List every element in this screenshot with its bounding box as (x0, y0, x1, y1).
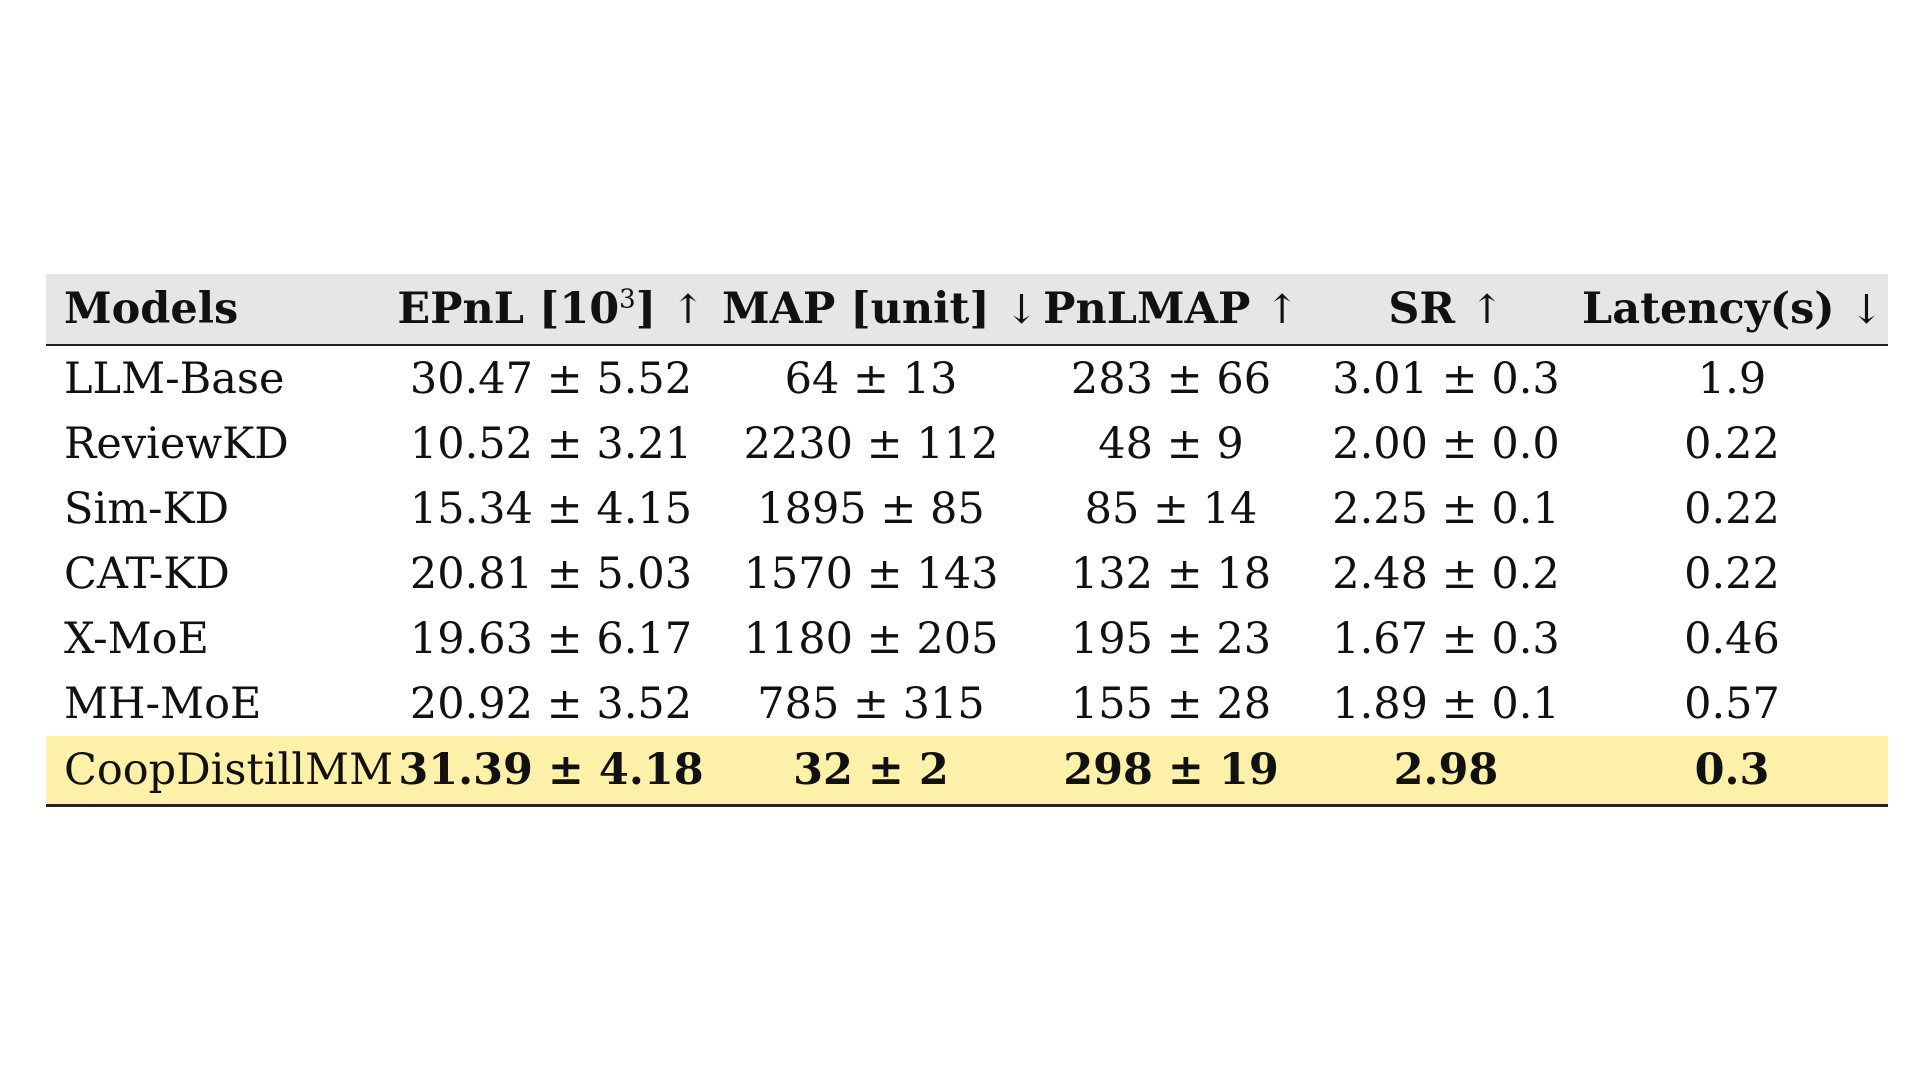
cell-epnl: 19.63 ± 6.17 (409, 613, 693, 664)
cell-pnlmap: 155 ± 28 (1070, 678, 1272, 729)
header-epnl: EPnL [103] ↑ (386, 274, 716, 346)
table-row: MH-MoE 20.92 ± 3.52 785 ± 315 155 ± 28 1… (46, 671, 1888, 736)
table-row: X-MoE 19.63 ± 6.17 1180 ± 205 195 ± 23 1… (46, 606, 1888, 671)
cell-sr: 2.48 ± 0.2 (1332, 548, 1560, 599)
model-name: ReviewKD (64, 418, 289, 469)
table-header-row: Models EPnL [103] ↑ MAP [unit] ↓ PnLMAP … (46, 274, 1888, 346)
cell-epnl: 20.92 ± 3.52 (409, 678, 693, 729)
model-name: MH-MoE (64, 678, 262, 729)
table-row: Sim-KD 15.34 ± 4.15 1895 ± 85 85 ± 14 2.… (46, 476, 1888, 541)
cell-epnl: 10.52 ± 3.21 (409, 418, 693, 469)
cell-sr: 2.98 (1316, 736, 1576, 807)
down-arrow-icon: ↓ (1849, 287, 1884, 333)
cell-map: 64 ± 13 (784, 353, 958, 404)
table-row-highlighted: CoopDistillMM 31.39 ± 4.18 32 ± 2 298 ± … (46, 736, 1888, 807)
cell-map: 1570 ± 143 (743, 548, 999, 599)
cell-sr: 2.00 ± 0.0 (1332, 418, 1560, 469)
up-arrow-icon: ↑ (1265, 287, 1299, 333)
model-name: LLM-Base (64, 353, 285, 404)
results-table: Models EPnL [103] ↑ MAP [unit] ↓ PnLMAP … (46, 274, 1888, 807)
down-arrow-icon: ↓ (1004, 287, 1039, 333)
cell-latency: 0.46 (1684, 613, 1780, 664)
results-table-container: Models EPnL [103] ↑ MAP [unit] ↓ PnLMAP … (46, 274, 1888, 807)
header-sr: SR ↑ (1316, 274, 1576, 346)
cell-sr: 1.89 ± 0.1 (1332, 678, 1560, 729)
cell-pnlmap: 48 ± 9 (1098, 418, 1244, 469)
cell-pnlmap: 283 ± 66 (1070, 353, 1272, 404)
table-row: LLM-Base 30.47 ± 5.52 64 ± 13 283 ± 66 3… (46, 345, 1888, 411)
cell-epnl: 31.39 ± 4.18 (386, 736, 716, 807)
cell-latency: 0.3 (1576, 736, 1888, 807)
cell-latency: 0.22 (1684, 548, 1780, 599)
cell-sr: 1.67 ± 0.3 (1332, 613, 1560, 664)
cell-map: 1180 ± 205 (743, 613, 999, 664)
cell-map: 785 ± 315 (757, 678, 985, 729)
header-map: MAP [unit] ↓ (716, 274, 1038, 346)
cell-latency: 0.57 (1684, 678, 1780, 729)
cell-map: 1895 ± 85 (757, 483, 985, 534)
cell-pnlmap: 195 ± 23 (1070, 613, 1272, 664)
cell-pnlmap: 132 ± 18 (1070, 548, 1272, 599)
header-models: Models (46, 274, 386, 346)
up-arrow-icon: ↑ (671, 287, 705, 333)
cell-epnl: 20.81 ± 5.03 (409, 548, 693, 599)
cell-map: 32 ± 2 (716, 736, 1026, 807)
cell-sr: 2.25 ± 0.1 (1332, 483, 1560, 534)
cell-epnl: 30.47 ± 5.52 (409, 353, 693, 404)
table-row: CAT-KD 20.81 ± 5.03 1570 ± 143 132 ± 18 … (46, 541, 1888, 606)
model-name: CAT-KD (64, 548, 230, 599)
cell-pnlmap: 85 ± 14 (1084, 483, 1258, 534)
cell-epnl: 15.34 ± 4.15 (409, 483, 693, 534)
table-row: ReviewKD 10.52 ± 3.21 2230 ± 112 48 ± 9 … (46, 411, 1888, 476)
cell-latency: 0.22 (1684, 418, 1780, 469)
cell-latency: 1.9 (1697, 353, 1767, 404)
model-name: Sim-KD (64, 483, 230, 534)
cell-map: 2230 ± 112 (743, 418, 999, 469)
up-arrow-icon: ↑ (1470, 287, 1504, 333)
cell-sr: 3.01 ± 0.3 (1332, 353, 1560, 404)
header-pnlmap: PnLMAP ↑ (1026, 274, 1316, 346)
cell-pnlmap: 298 ± 19 (1026, 736, 1316, 807)
cell-latency: 0.22 (1684, 483, 1780, 534)
model-name: CoopDistillMM (46, 736, 393, 807)
model-name: X-MoE (64, 613, 209, 664)
header-latency: Latency(s) ↓ (1576, 274, 1888, 346)
